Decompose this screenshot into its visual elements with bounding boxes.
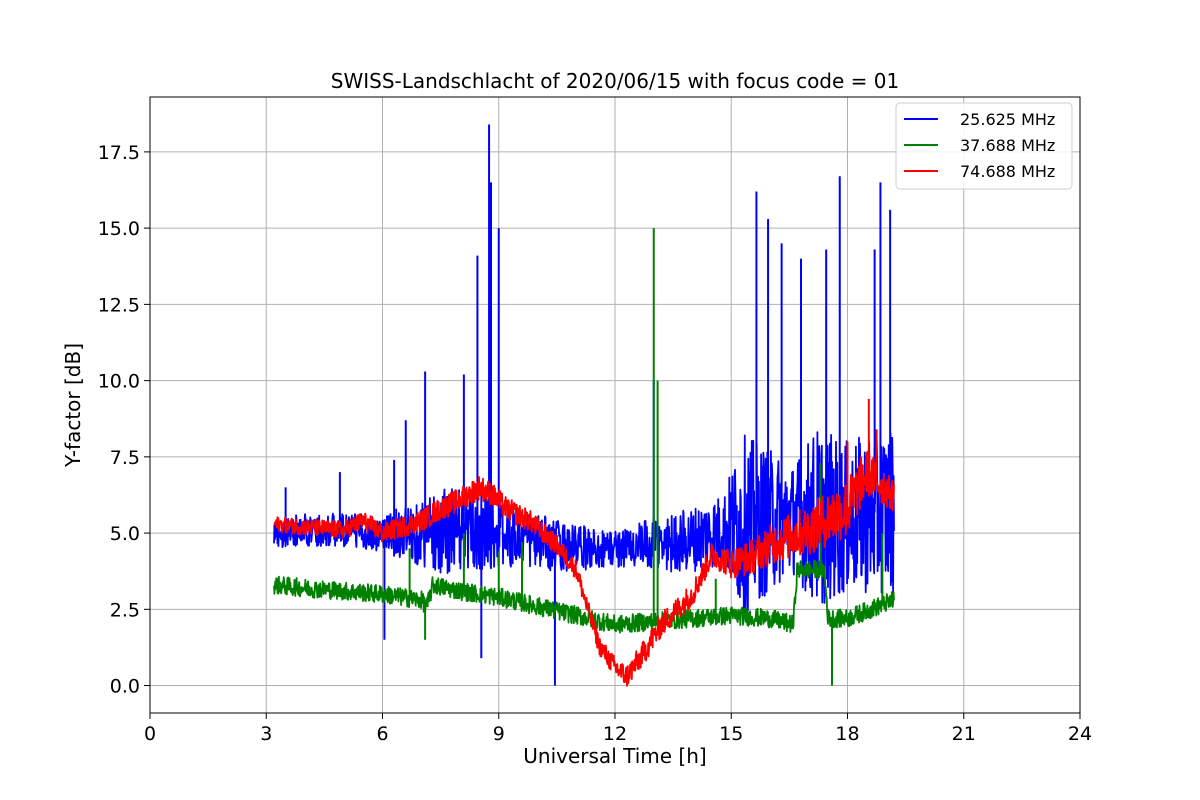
y-tick-label: 10.0 (98, 371, 140, 393)
x-tick-label: 15 (719, 723, 743, 745)
series-2 (273, 398, 895, 687)
series-1 (273, 228, 895, 686)
legend: 25.625 MHz 37.688 MHz 74.688 MHz (895, 102, 1073, 190)
series-line (273, 560, 895, 634)
x-tick-label: 24 (1068, 723, 1092, 745)
x-tick-label: 9 (493, 723, 505, 745)
y-axis-label: Y-factor [dB] (61, 343, 85, 468)
legend-box (895, 102, 1073, 190)
legend-entry: 74.688 MHz (960, 162, 1055, 181)
x-tick-label: 0 (144, 723, 156, 745)
y-tick-label: 5.0 (110, 523, 140, 545)
y-tick-label: 17.5 (98, 142, 140, 164)
legend-entry: 37.688 MHz (960, 136, 1055, 155)
x-tick-label: 12 (603, 723, 627, 745)
legend-entry: 25.625 MHz (960, 110, 1055, 129)
chart-title: SWISS-Landschlacht of 2020/06/15 with fo… (331, 69, 899, 93)
y-tick-label: 15.0 (98, 218, 140, 240)
series-line (273, 450, 895, 687)
y-tick-label: 2.5 (110, 599, 140, 621)
y-tick-label: 0.0 (110, 676, 140, 698)
x-tick-label: 3 (260, 723, 272, 745)
plot-frame (149, 96, 1081, 714)
x-tick-label: 21 (952, 723, 976, 745)
y-tick-label: 12.5 (98, 294, 140, 316)
series-layer (273, 124, 895, 687)
series-0 (273, 124, 895, 686)
x-tick-label: 6 (376, 723, 388, 745)
x-tick-label: 18 (835, 723, 859, 745)
y-tick-label: 7.5 (110, 447, 140, 469)
x-axis-label: Universal Time [h] (523, 744, 706, 768)
axis-ticks: 0 3 6 9 12 15 18 21 24 0.0 2.5 5.0 7.5 10.0 12.5 15.0 17… (98, 142, 1092, 745)
